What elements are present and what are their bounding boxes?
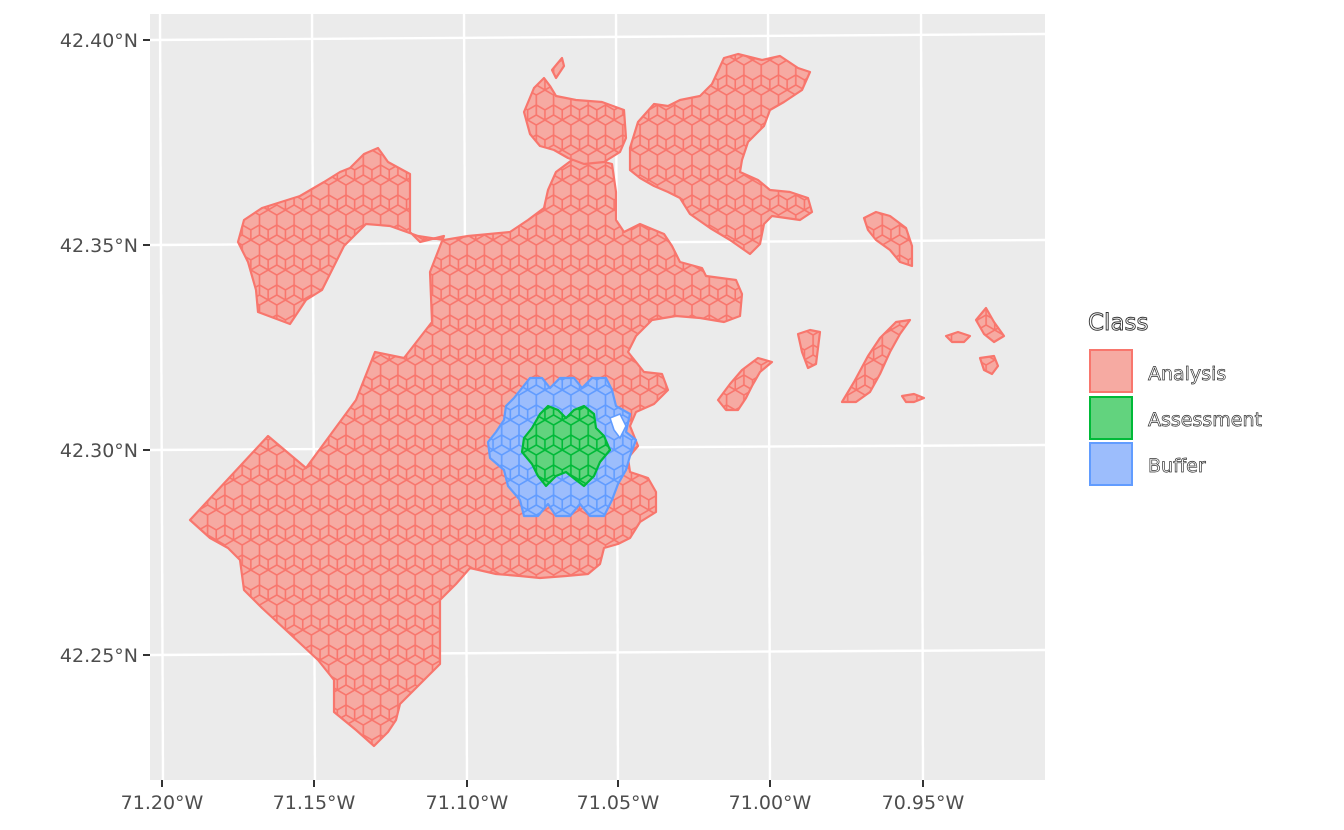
analysis-island-9 bbox=[900, 392, 926, 404]
analysis-region bbox=[188, 52, 1006, 748]
legend-key-assessment bbox=[1089, 396, 1133, 440]
legend-key-buffer bbox=[1089, 442, 1133, 486]
x-axis-labels: 71.20°W 71.15°W 71.10°W 71.05°W 71.00°W … bbox=[121, 792, 965, 814]
legend-label-buffer: Buffer bbox=[1148, 455, 1206, 477]
analysis-island-8 bbox=[550, 56, 566, 80]
y-tick-label: 42.25°N bbox=[60, 645, 138, 667]
graticule-lat-42-25 bbox=[150, 648, 1045, 657]
x-tick-label: 71.20°W bbox=[121, 792, 204, 814]
harbor-inlet bbox=[609, 412, 627, 440]
analysis-island-3 bbox=[796, 328, 822, 370]
x-tick-label: 71.05°W bbox=[577, 792, 660, 814]
legend: Class Analysis Assessment Buffer bbox=[1088, 310, 1262, 486]
y-tick-label: 42.40°N bbox=[60, 30, 138, 52]
analysis-mainland bbox=[188, 146, 744, 748]
y-tick-label: 42.35°N bbox=[60, 235, 138, 257]
y-tick-label: 42.30°N bbox=[60, 440, 138, 462]
assessment-region bbox=[520, 404, 612, 488]
legend-key-analysis bbox=[1089, 349, 1133, 393]
x-tick-label: 71.15°W bbox=[273, 792, 356, 814]
analysis-island-7 bbox=[978, 354, 1000, 376]
y-axis-labels: 42.40°N 42.35°N 42.30°N 42.25°N bbox=[60, 30, 138, 667]
analysis-island-6 bbox=[974, 306, 1006, 344]
analysis-east-boston bbox=[628, 52, 814, 256]
analysis-island-4 bbox=[840, 318, 912, 404]
x-tick-label: 71.00°W bbox=[729, 792, 812, 814]
legend-label-assessment: Assessment bbox=[1148, 409, 1262, 431]
graticule-lon-71-20 bbox=[158, 14, 165, 780]
x-tick-label: 71.10°W bbox=[426, 792, 509, 814]
graticule-lat-42-40 bbox=[150, 32, 1045, 42]
legend-label-analysis: Analysis bbox=[1148, 363, 1226, 385]
analysis-island-2 bbox=[716, 356, 774, 412]
analysis-island-1 bbox=[862, 210, 914, 268]
analysis-charlestown bbox=[522, 76, 628, 166]
axis-ticks bbox=[143, 39, 924, 787]
analysis-island-5 bbox=[944, 330, 972, 344]
assessment-hex-cluster bbox=[520, 404, 612, 488]
legend-title: Class bbox=[1088, 310, 1149, 336]
x-tick-label: 70.95°W bbox=[882, 792, 965, 814]
